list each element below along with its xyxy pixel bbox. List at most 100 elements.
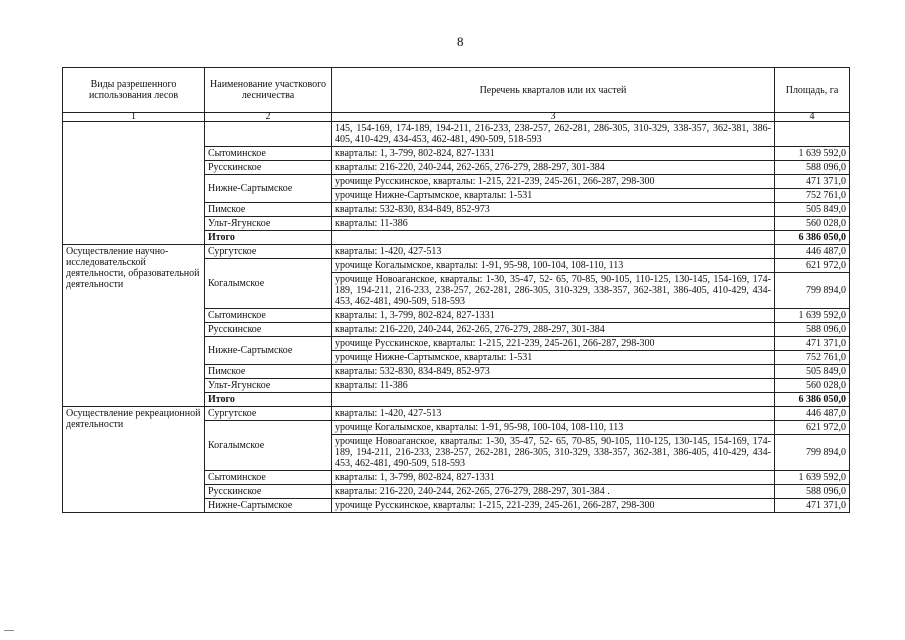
quarters-cell: урочище Русскинское, кварталы: 1-215, 22… [331,336,775,351]
table-row: Нижне-Сартымское урочище Русскинское, ква… [63,336,850,365]
area-cell: 1 639 592,0 [774,470,850,485]
area-cell: 752 761,0 [774,188,850,203]
quarters-cell: кварталы: 1, 3-799, 802-824, 827-1331 [331,308,775,323]
table-row: 145, 154-169, 174-189, 194-211, 216-233,… [62,121,850,245]
total-area: 6 386 050,0 [774,230,850,245]
district-cell: Сургутское [204,406,332,421]
district-cell: Русскинское [204,160,332,175]
area-cell: 588 096,0 [774,322,850,337]
header-area: Площадь, га [774,67,850,113]
quarters-cell: кварталы: 1-420, 427-513 [331,406,775,421]
quarters-cell: кварталы: 1, 3-799, 802-824, 827-1331 [331,470,775,485]
area-cell: 752 761,0 [774,350,850,365]
quarters-cell: кварталы: 1, 3-799, 802-824, 827-1331 [331,146,775,161]
table-row: Осуществление рекреационной деятельности… [62,406,850,513]
area-cell: 560 028,0 [774,378,850,393]
table-row: Нижне-Сартымское урочище Русскинское, ква… [63,174,850,203]
page-number: 8 [457,34,464,49]
quarters-cell: урочище Нижне-Сартымское, кварталы: 1-53… [331,188,775,203]
column-number: 4 [774,112,850,122]
scan-mark [4,630,14,631]
district-cell: Русскинское [204,322,332,337]
total-row: Итого 6 386 050,0 [63,230,850,245]
quarters-cell: кварталы: 1-420, 427-513 [331,244,775,259]
use-type-cell: Осуществление научно-исследовательской д… [62,244,205,407]
district-cell: Русскинское [204,484,332,499]
area-cell: 560 028,0 [774,216,850,231]
quarters-cell: урочище Когалымское, кварталы: 1-91, 95-… [331,420,775,435]
header-use-type: Виды разрешенного использования лесов [62,67,205,113]
table-row: Когалымское урочище Когалымское, кварталы… [63,420,850,471]
table-header-row: Виды разрешенного использования лесов На… [62,67,850,113]
district-cell: Пимское [204,202,332,217]
district-cell: Пимское [204,364,332,379]
area-cell: 588 096,0 [774,484,850,499]
quarters-cell: кварталы: 216-220, 240-244, 262-265, 276… [331,484,775,499]
area-cell: 471 371,0 [774,336,850,351]
header-district: Наименование участкового лесничества [204,67,332,113]
header-quarters: Перечень кварталов или их частей [331,67,775,113]
area-cell: 588 096,0 [774,160,850,175]
district-cell: Сургутское [204,244,332,259]
quarters-cell: урочище Русскинское, кварталы: 1-215, 22… [331,174,775,189]
quarters-cell: урочище Новоаганское, кварталы: 1-30, 35… [331,272,775,309]
area-cell: 471 371,0 [774,498,850,513]
quarters-cell: кварталы: 532-830, 834-849, 852-973 [331,364,775,379]
area-cell [774,121,850,147]
quarters-cell: урочище Нижне-Сартымское, кварталы: 1-53… [331,350,775,365]
area-cell: 799 894,0 [774,272,850,309]
total-quarters-empty [331,392,775,407]
quarters-cell: урочище Новоаганское, кварталы: 1-30, 35… [331,434,775,471]
total-area: 6 386 050,0 [774,392,850,407]
total-label: Итого [204,392,332,407]
use-type-cell: Осуществление рекреационной деятельности [62,406,205,513]
area-cell: 446 487,0 [774,406,850,421]
quarters-cell: урочище Когалымское, кварталы: 1-91, 95-… [331,258,775,273]
table-row: Пимское кварталы: 532-830, 834-849, 852-9… [63,364,850,379]
district-cell: Нижне-Сартымское [204,174,332,203]
area-cell: 505 849,0 [774,364,850,379]
area-cell: 1 639 592,0 [774,146,850,161]
table-body: 145, 154-169, 174-189, 194-211, 216-233,… [62,121,850,513]
district-cell: Сытоминское [204,470,332,485]
district-cell: Когалымское [204,258,332,309]
column-number: 2 [204,112,332,122]
total-label: Итого [204,230,332,245]
area-cell: 799 894,0 [774,434,850,471]
district-cell: Сытоминское [204,308,332,323]
table-row: Когалымское урочище Когалымское, кварталы… [63,258,850,309]
quarters-cell: кварталы: 532-830, 834-849, 852-973 [331,202,775,217]
district-cell: Нижне-Сартымское [204,498,332,513]
area-cell: 1 639 592,0 [774,308,850,323]
column-number-row: 1 2 3 4 [62,112,850,122]
quarters-cell: 145, 154-169, 174-189, 194-211, 216-233,… [331,121,775,147]
district-cell: Ульт-Ягунское [204,378,332,393]
district-cell [204,121,332,147]
quarters-cell: кварталы: 216-220, 240-244, 262-265, 276… [331,160,775,175]
area-cell: 446 487,0 [774,244,850,259]
area-cell: 621 972,0 [774,258,850,273]
column-number: 3 [331,112,775,122]
quarters-cell: урочище Русскинское, кварталы: 1-215, 22… [331,498,775,513]
forest-use-table: Виды разрешенного использования лесов На… [62,67,850,513]
total-quarters-empty [331,230,775,245]
use-type-cell [62,121,205,245]
table-row: урочище Новоаганское, кварталы: 1-30, 35… [63,272,850,309]
area-cell: 505 849,0 [774,202,850,217]
quarters-cell: кварталы: 216-220, 240-244, 262-265, 276… [331,322,775,337]
table-row: Сытоминское кварталы: 1, 3-799, 802-824, … [63,308,850,323]
quarters-cell: кварталы: 11-386 [331,216,775,231]
table-row: Осуществление научно-исследовательской д… [62,244,850,407]
district-cell: Сытоминское [204,146,332,161]
quarters-cell: кварталы: 11-386 [331,378,775,393]
district-cell: Когалымское [204,420,332,471]
area-cell: 471 371,0 [774,174,850,189]
table-row: Нижне-Сартымское урочище Русскинское, ква… [63,498,850,513]
table-row: Русскинское кварталы: 216-220, 240-244, 2… [63,160,850,175]
area-cell: 621 972,0 [774,420,850,435]
district-cell: Нижне-Сартымское [204,336,332,365]
table-row: урочище Новоаганское, кварталы: 1-30, 35… [63,434,850,471]
district-cell: Ульт-Ягунское [204,216,332,231]
column-number: 1 [62,112,205,122]
table-row: Сытоминское кварталы: 1, 3-799, 802-824, … [63,146,850,161]
